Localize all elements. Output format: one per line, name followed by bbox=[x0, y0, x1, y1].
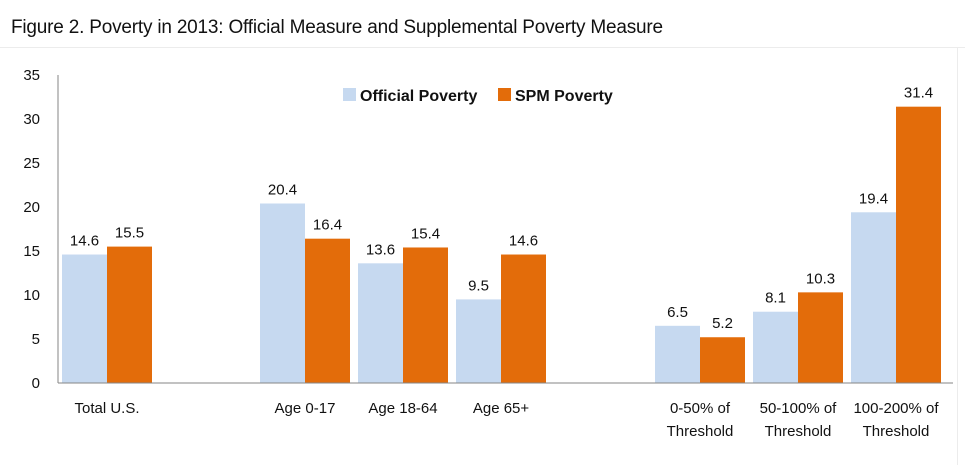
y-tick-label: 20 bbox=[23, 199, 40, 216]
data-label-official-poverty: 20.4 bbox=[268, 181, 297, 198]
data-label-spm-poverty: 14.6 bbox=[509, 233, 538, 250]
bar-official-poverty-total-u-s bbox=[62, 254, 107, 383]
x-category-label: 0-50% of bbox=[670, 400, 731, 417]
data-label-spm-poverty: 16.4 bbox=[313, 217, 342, 234]
x-category-label: 100-200% of bbox=[853, 400, 939, 417]
legend-label-spm-poverty: SPM Poverty bbox=[515, 88, 613, 105]
y-axis-ticks: 0 5 10 15 20 25 30 35 bbox=[23, 67, 40, 392]
x-category-label: 50-100% of bbox=[760, 400, 838, 417]
data-label-spm-poverty: 5.2 bbox=[712, 315, 733, 332]
x-category-label: Age 65+ bbox=[473, 400, 530, 417]
right-border bbox=[957, 48, 958, 465]
data-label-official-poverty: 19.4 bbox=[859, 190, 888, 207]
y-tick-label: 5 bbox=[32, 331, 40, 348]
x-category-label: Age 0-17 bbox=[275, 400, 336, 417]
bar-official-poverty-age-65 bbox=[456, 299, 501, 383]
data-label-official-poverty: 8.1 bbox=[765, 290, 786, 307]
x-category-label: Threshold bbox=[863, 423, 930, 440]
bar-spm-poverty-age-65 bbox=[501, 254, 546, 383]
bar-official-poverty-100-200-of-threshold bbox=[851, 212, 896, 383]
x-category-label: Threshold bbox=[667, 423, 734, 440]
x-category-label: Threshold bbox=[765, 423, 832, 440]
bars bbox=[62, 106, 941, 384]
bar-spm-poverty-100-200-of-threshold bbox=[896, 106, 941, 384]
data-labels: 14.6 20.4 13.6 9.5 6.5 8.1 19.4 15.5 16.4 15.4 14.… bbox=[70, 85, 933, 333]
data-label-spm-poverty: 15.5 bbox=[115, 225, 144, 242]
figure-title: Figure 2. Poverty in 2013: Official Meas… bbox=[11, 17, 663, 38]
title-divider bbox=[0, 47, 965, 48]
data-label-official-poverty: 6.5 bbox=[667, 304, 688, 321]
data-label-spm-poverty: 10.3 bbox=[806, 270, 835, 287]
x-category-label: Age 18-64 bbox=[368, 400, 437, 417]
bar-spm-poverty-age-0-17 bbox=[305, 238, 350, 383]
data-label-official-poverty: 14.6 bbox=[70, 233, 99, 250]
y-tick-label: 30 bbox=[23, 111, 40, 128]
legend-label-official-poverty: Official Poverty bbox=[360, 88, 477, 105]
legend: Official Poverty SPM Poverty bbox=[343, 88, 613, 105]
data-label-official-poverty: 13.6 bbox=[366, 241, 395, 258]
legend-swatch-spm-poverty bbox=[498, 88, 511, 101]
bar-official-poverty-age-18-64 bbox=[358, 263, 403, 383]
bar-official-poverty-age-0-17 bbox=[260, 203, 305, 383]
x-category-label: Total U.S. bbox=[74, 400, 139, 417]
legend-swatch-official-poverty bbox=[343, 88, 356, 101]
data-label-spm-poverty: 31.4 bbox=[904, 85, 933, 102]
y-tick-label: 25 bbox=[23, 155, 40, 172]
bar-official-poverty-0-50-of-threshold bbox=[655, 325, 700, 383]
bar-official-poverty-50-100-of-threshold bbox=[753, 311, 798, 383]
y-tick-label: 10 bbox=[23, 287, 40, 304]
y-tick-label: 35 bbox=[23, 67, 40, 84]
data-label-official-poverty: 9.5 bbox=[468, 277, 489, 294]
y-tick-label: 15 bbox=[23, 243, 40, 260]
bar-spm-poverty-50-100-of-threshold bbox=[798, 292, 843, 383]
bar-spm-poverty-age-18-64 bbox=[403, 247, 448, 383]
category-labels: Total U.S. Age 0-17 Age 18-64 Age 65+ 0-50% … bbox=[74, 400, 939, 440]
bar-spm-poverty-0-50-of-threshold bbox=[700, 337, 745, 383]
bar-spm-poverty-total-u-s bbox=[107, 246, 152, 383]
data-label-spm-poverty: 15.4 bbox=[411, 225, 440, 242]
y-tick-label: 0 bbox=[32, 375, 40, 392]
